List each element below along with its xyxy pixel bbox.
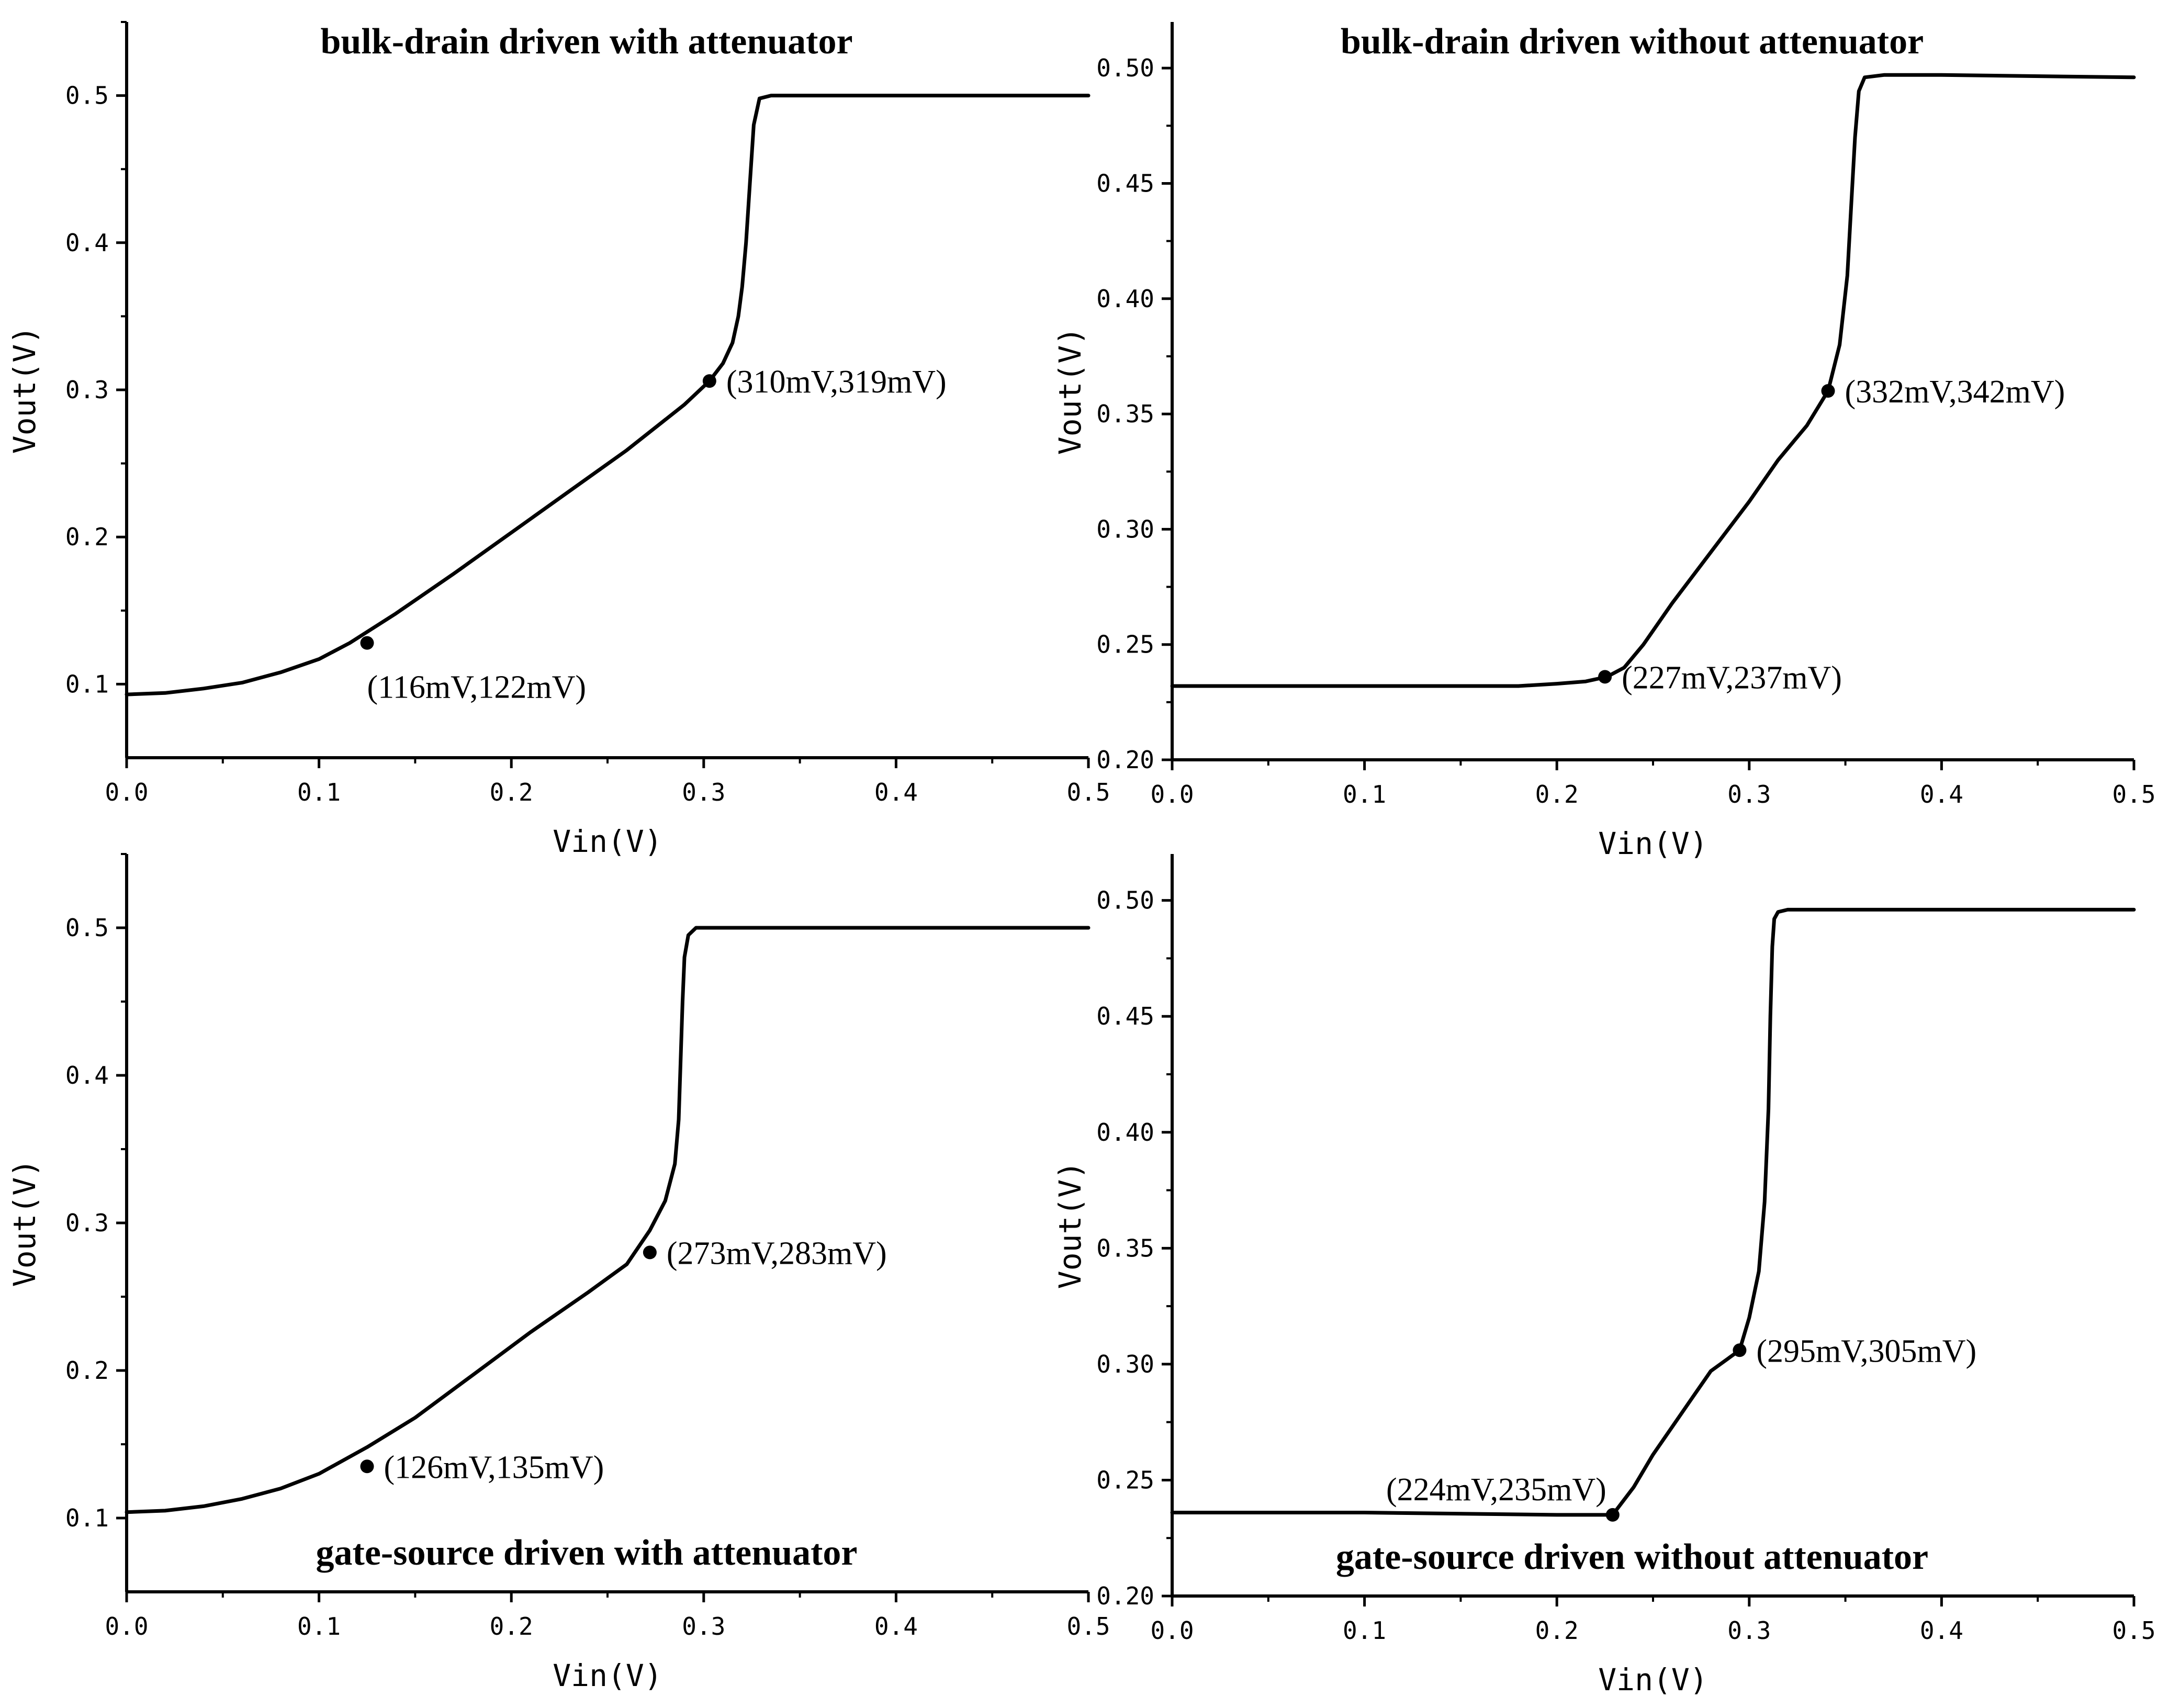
point-annotation: (310mV,319mV) <box>726 364 947 400</box>
x-tick-label: 0.0 <box>105 778 148 806</box>
y-tick-label: 0.1 <box>65 670 109 698</box>
point-annotation: (116mV,122mV) <box>367 670 587 705</box>
chart-panel-2: 0.0 0.1 0.2 0.3 0.4 0.5 0.20 0.25 0.30 0.35 0.40 0.… <box>1052 21 2156 861</box>
point-annotation: (224mV,235mV) <box>1386 1472 1606 1508</box>
point-annotation: (227mV,237mV) <box>1622 660 1842 695</box>
chart-panel-3: 0.0 0.1 0.2 0.3 0.4 0.5 0.1 0.2 0.3 0.4 0.5 Vin(V) V… <box>7 853 1110 1693</box>
x-tick-label: 0.3 <box>1727 1616 1771 1645</box>
y-tick-label: 0.45 <box>1096 169 1154 197</box>
y-tick-label: 0.30 <box>1096 1350 1154 1378</box>
y-axis-label: Vout(V) <box>7 326 42 454</box>
x-tick-label: 0.1 <box>1343 1616 1386 1645</box>
x-tick-label: 0.3 <box>1727 780 1771 808</box>
y-tick-label: 0.1 <box>65 1504 109 1532</box>
x-tick-label: 0.1 <box>297 778 341 806</box>
x-tick-label: 0.5 <box>2112 780 2155 808</box>
x-tick-label: 0.4 <box>1920 780 1963 808</box>
x-tick-label: 0.5 <box>1066 778 1110 806</box>
x-tick-label: 0.4 <box>874 1612 918 1640</box>
y-tick-label: 0.35 <box>1096 1234 1154 1262</box>
y-tick-label: 0.4 <box>65 1061 109 1089</box>
chart-panel-1: 0.0 0.1 0.2 0.3 0.4 0.5 0.1 0.2 0.3 0.4 0.5 Vin(V) V… <box>7 21 1110 859</box>
x-tick-label: 0.3 <box>682 1612 725 1640</box>
y-tick-label: 0.2 <box>65 523 109 551</box>
y-tick-label: 0.3 <box>65 376 109 404</box>
x-tick-label: 0.5 <box>1066 1612 1110 1640</box>
y-tick-label: 0.30 <box>1096 515 1154 543</box>
data-point-marker <box>360 1459 374 1474</box>
x-tick-label: 0.5 <box>2112 1616 2155 1645</box>
y-tick-label: 0.5 <box>65 914 109 942</box>
y-tick-label: 0.2 <box>65 1356 109 1385</box>
series-line <box>125 926 1091 1514</box>
series-line <box>125 94 1091 696</box>
x-tick-label: 0.2 <box>1535 780 1579 808</box>
y-tick-label: 0.45 <box>1096 1002 1154 1030</box>
y-tick-label: 0.20 <box>1096 1582 1154 1610</box>
y-axis-label: Vout(V) <box>7 1159 42 1287</box>
y-tick-label: 0.3 <box>65 1209 109 1237</box>
data-point-marker <box>360 636 374 650</box>
x-tick-label: 0.2 <box>490 1612 533 1640</box>
y-tick-label: 0.50 <box>1096 54 1154 82</box>
y-tick-label: 0.4 <box>65 229 109 257</box>
x-axis-label: Vin(V) <box>553 1658 662 1693</box>
chart-title: gate-source driven with attenuator <box>316 1533 858 1573</box>
x-tick-label: 0.2 <box>1535 1616 1579 1645</box>
data-point-marker <box>643 1245 657 1260</box>
x-axis-label: Vin(V) <box>1598 826 1708 861</box>
x-tick-label: 0.0 <box>105 1612 148 1640</box>
x-tick-label: 0.4 <box>1920 1616 1963 1645</box>
point-annotation: (126mV,135mV) <box>384 1449 604 1485</box>
y-axis-label: Vout(V) <box>1052 1161 1088 1289</box>
y-tick-label: 0.25 <box>1096 1466 1154 1494</box>
chart-title: bulk-drain driven without attenuator <box>1341 21 1924 62</box>
chart-title: bulk-drain driven with attenuator <box>320 21 852 62</box>
x-axis-label: Vin(V) <box>1598 1662 1708 1698</box>
x-tick-label: 0.0 <box>1150 1616 1194 1645</box>
y-tick-label: 0.35 <box>1096 400 1154 428</box>
x-tick-label: 0.4 <box>874 778 918 806</box>
data-point-marker <box>1605 1508 1620 1522</box>
point-annotation: (332mV,342mV) <box>1845 374 2065 410</box>
series-line <box>1170 73 2136 688</box>
data-point-marker <box>702 374 716 388</box>
data-point-marker <box>1733 1343 1747 1357</box>
x-tick-label: 0.1 <box>1343 780 1386 808</box>
y-tick-label: 0.50 <box>1096 886 1154 915</box>
x-tick-label: 0.0 <box>1150 780 1194 808</box>
x-tick-label: 0.1 <box>297 1612 341 1640</box>
data-point-marker <box>1598 670 1612 684</box>
y-tick-label: 0.40 <box>1096 285 1154 313</box>
point-annotation: (273mV,283mV) <box>667 1235 887 1271</box>
y-axis-label: Vout(V) <box>1052 327 1088 455</box>
y-tick-label: 0.20 <box>1096 746 1154 774</box>
x-axis-label: Vin(V) <box>553 824 662 859</box>
chart-title: gate-source driven without attenuator <box>1336 1537 1928 1577</box>
y-tick-label: 0.5 <box>65 82 109 110</box>
y-tick-label: 0.40 <box>1096 1118 1154 1147</box>
point-annotation: (295mV,305mV) <box>1756 1333 1976 1369</box>
data-point-marker <box>1821 384 1835 398</box>
x-tick-label: 0.3 <box>682 778 725 806</box>
x-tick-label: 0.2 <box>490 778 533 806</box>
chart-panel-4: 0.0 0.1 0.2 0.3 0.4 0.50.200.250.300.350.400.… <box>1052 854 2156 1698</box>
series-line <box>1170 907 2136 1517</box>
y-tick-label: 0.25 <box>1096 631 1154 659</box>
